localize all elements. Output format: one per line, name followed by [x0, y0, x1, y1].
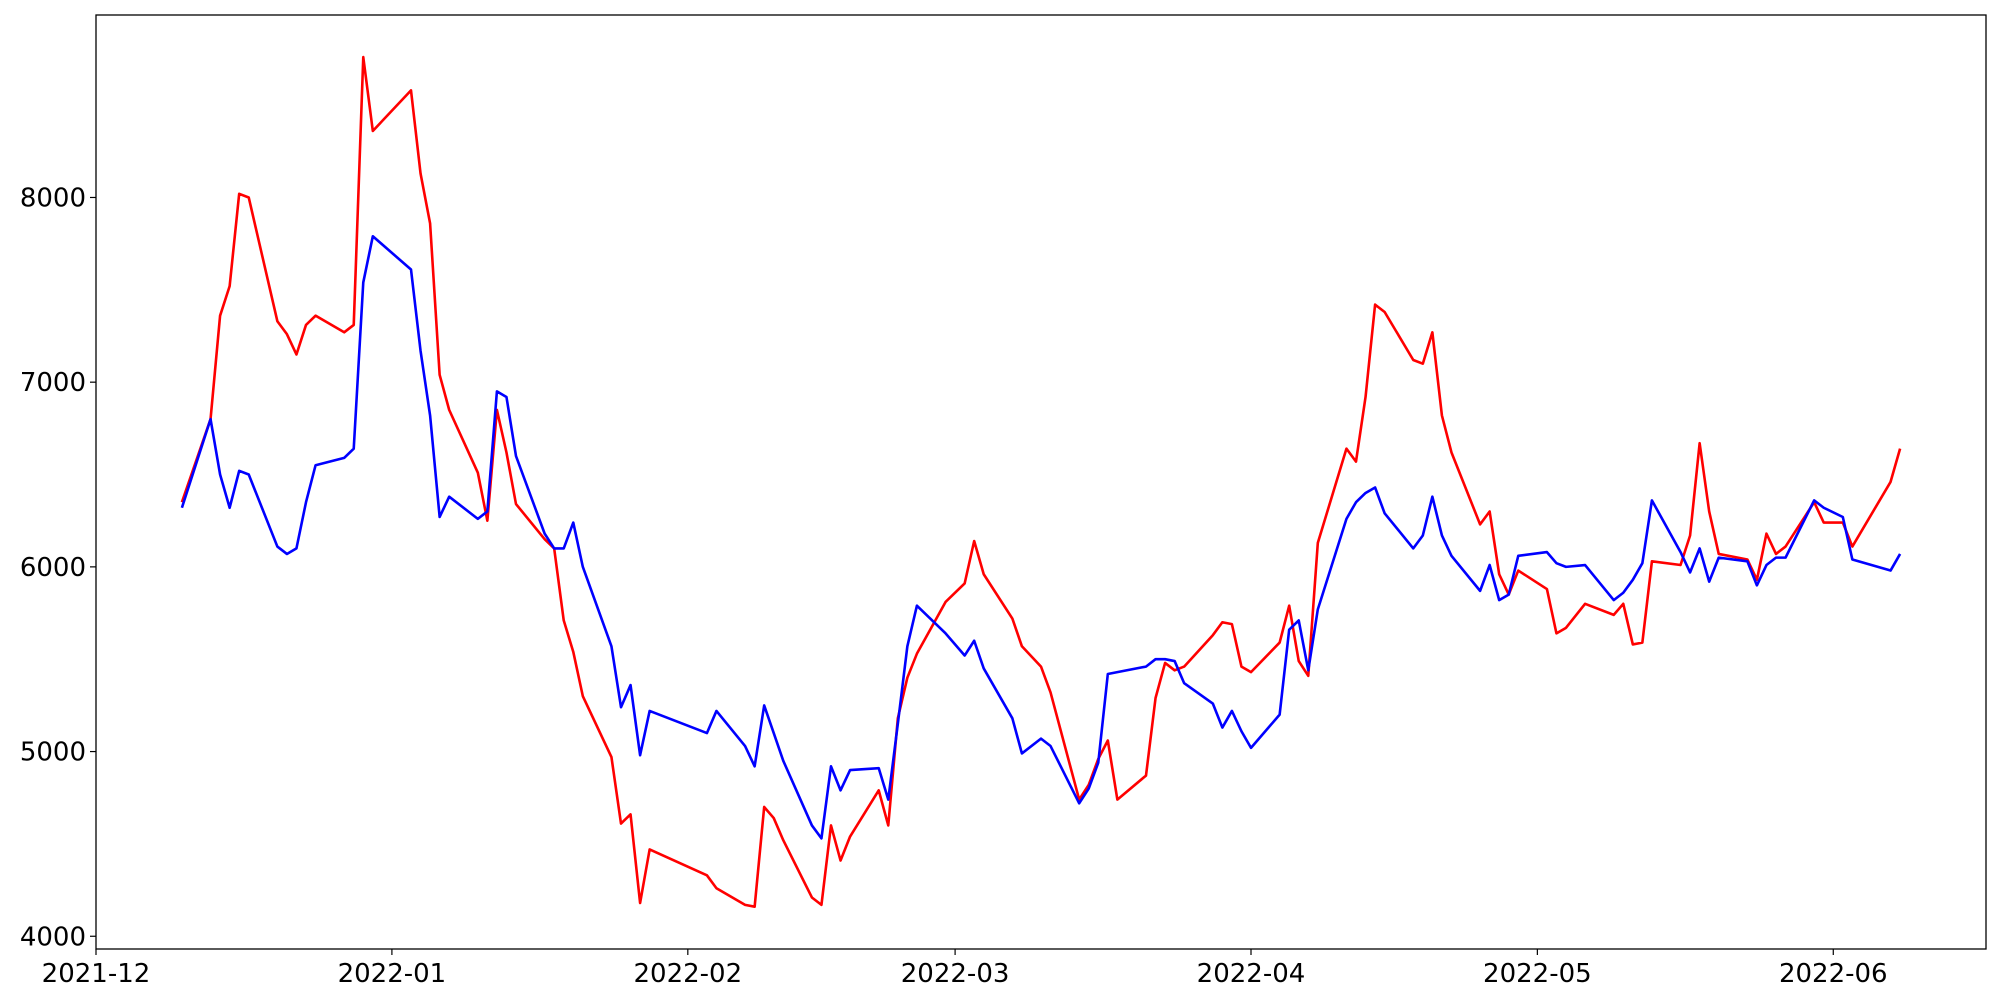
x-tick-label: 2022-05: [1483, 959, 1592, 989]
y-tick-label: 7000: [20, 368, 86, 398]
x-tick-label: 2022-04: [1197, 959, 1306, 989]
y-tick-label: 8000: [20, 183, 86, 213]
x-tick-label: 2022-06: [1779, 959, 1888, 989]
y-tick-label: 4000: [20, 922, 86, 952]
y-tick-label: 6000: [20, 553, 86, 583]
series-line: [180, 234, 1902, 840]
x-tick-label: 2021-12: [42, 959, 151, 989]
series-line: [180, 55, 1902, 908]
y-tick-label: 5000: [20, 738, 86, 768]
x-tick-label: 2022-02: [633, 959, 742, 989]
x-tick-label: 2022-01: [338, 959, 447, 989]
x-tick-label: 2022-03: [901, 959, 1010, 989]
plot-frame: [95, 14, 1987, 950]
